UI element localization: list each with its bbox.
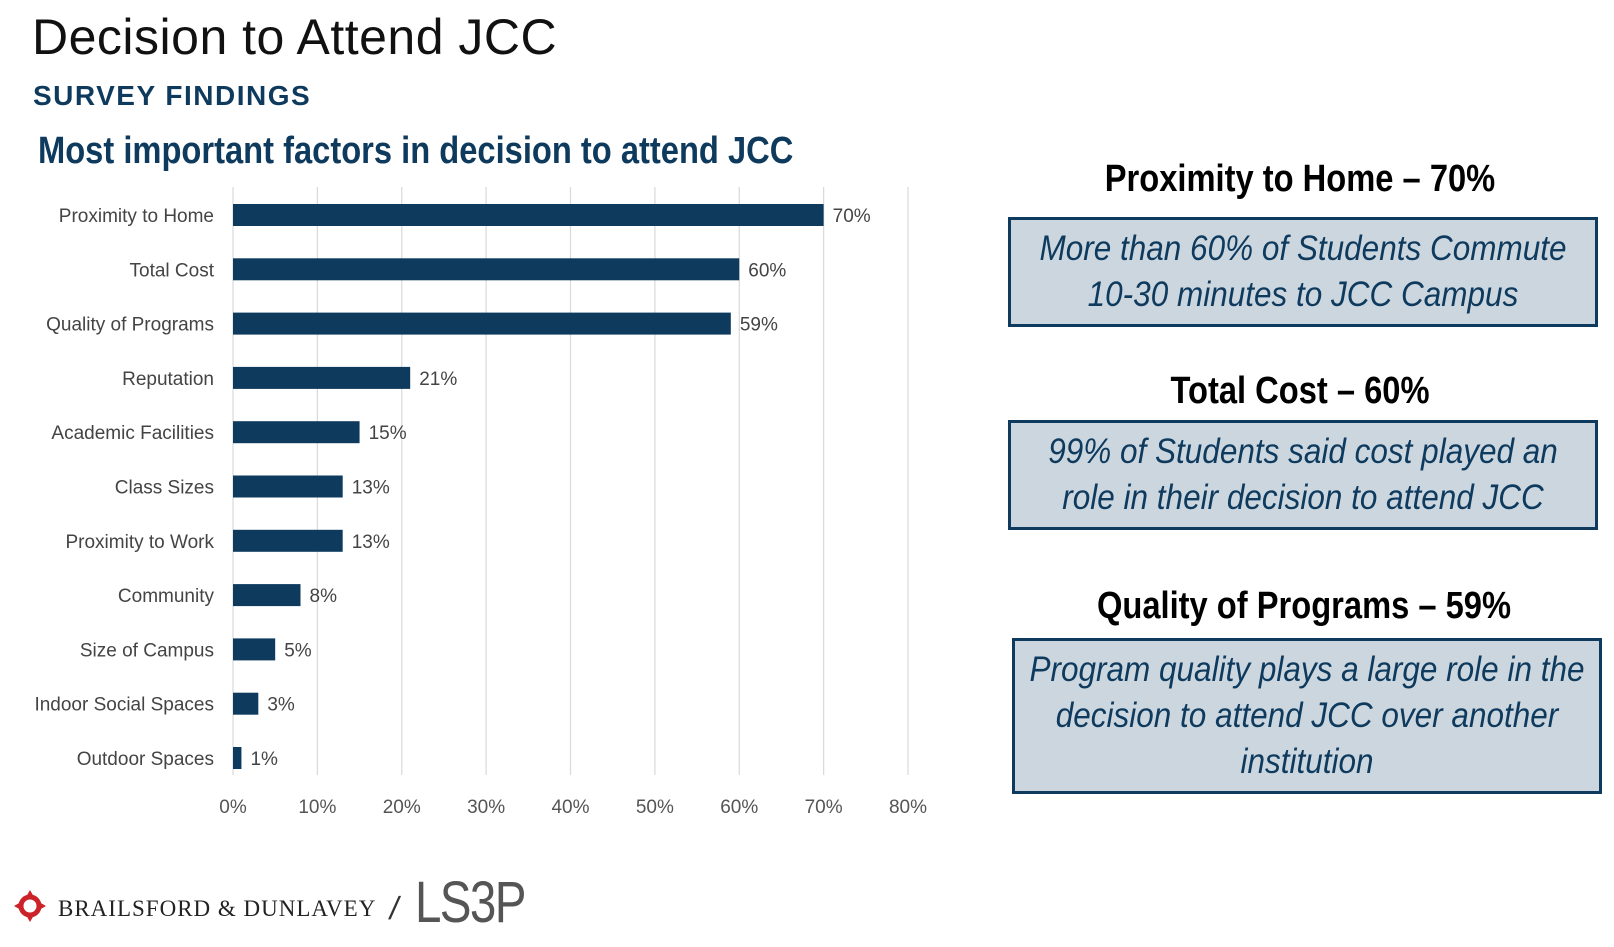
partner-logo: LS3P: [415, 870, 526, 935]
finding-heading-cost: Total Cost – 60%: [1170, 370, 1430, 412]
bar: [233, 747, 242, 769]
finding-box-quality: Program quality plays a large role in th…: [1012, 638, 1602, 794]
category-label: Reputation: [122, 369, 214, 390]
value-label: 59%: [740, 315, 778, 336]
category-label: Academic Facilities: [51, 423, 214, 444]
value-label: 21%: [419, 369, 457, 390]
x-tick-label: 50%: [636, 797, 674, 815]
value-label: 15%: [369, 423, 407, 444]
finding-heading-proximity: Proximity to Home – 70%: [1104, 158, 1496, 200]
x-tick-label: 40%: [551, 797, 589, 815]
bar: [233, 421, 360, 444]
category-label: Total Cost: [130, 260, 215, 281]
category-label: Community: [118, 586, 215, 607]
finding-text-cost: 99% of Students said cost played an role…: [1048, 432, 1558, 517]
value-label: 13%: [352, 532, 390, 553]
finding-text-proximity: More than 60% of Students Commute 10-30 …: [1039, 229, 1567, 314]
value-label: 70%: [833, 206, 871, 227]
finding-box-proximity: More than 60% of Students Commute 10-30 …: [1008, 217, 1598, 327]
page-subtitle: SURVEY FINDINGS: [33, 80, 312, 111]
value-label: 1%: [250, 749, 278, 770]
bar: [233, 204, 824, 226]
x-tick-label: 60%: [720, 797, 758, 815]
page-title: Decision to Attend JCC: [32, 9, 558, 65]
bar: [233, 366, 411, 389]
x-tick-label: 80%: [889, 797, 927, 815]
category-label: Indoor Social Spaces: [34, 695, 214, 716]
brailsford-logo-icon: [12, 888, 48, 929]
finding-box-cost: 99% of Students said cost played an role…: [1008, 420, 1598, 530]
bar: [233, 692, 259, 715]
value-label: 3%: [267, 695, 295, 716]
value-label: 8%: [310, 586, 338, 607]
x-tick-label: 30%: [467, 797, 505, 815]
chart-title: Most important factors in decision to at…: [38, 130, 794, 172]
x-tick-label: 0%: [219, 797, 247, 815]
category-label: Quality of Programs: [46, 315, 214, 336]
x-tick-label: 70%: [805, 797, 843, 815]
bar: [233, 312, 731, 335]
finding-heading-quality: Quality of Programs – 59%: [1096, 585, 1512, 627]
finding-text-quality: Program quality plays a large role in th…: [1029, 650, 1585, 781]
value-label: 60%: [748, 260, 786, 281]
bar: [233, 475, 343, 498]
brand-name: BRAILSFORD & DUNLAVEY: [58, 895, 377, 921]
value-label: 13%: [352, 478, 390, 499]
bar: [233, 258, 740, 281]
bar: [233, 638, 276, 661]
logo-separator: /: [387, 890, 403, 926]
bar: [233, 584, 301, 607]
value-label: 5%: [284, 640, 312, 661]
footer-logos: BRAILSFORD & DUNLAVEY / LS3P: [12, 870, 549, 942]
bar-chart: 0% 10% 20% 30% 40% 50% 60% 70% 80% Proximity to H…: [34, 187, 927, 815]
bar: [233, 529, 343, 552]
x-tick-label: 10%: [298, 797, 336, 815]
category-label: Outdoor Spaces: [77, 749, 214, 770]
category-label: Proximity to Home: [59, 206, 214, 227]
x-tick-label: 20%: [383, 797, 421, 815]
category-label: Size of Campus: [80, 640, 214, 661]
category-label: Class Sizes: [115, 478, 214, 499]
category-label: Proximity to Work: [65, 532, 214, 553]
